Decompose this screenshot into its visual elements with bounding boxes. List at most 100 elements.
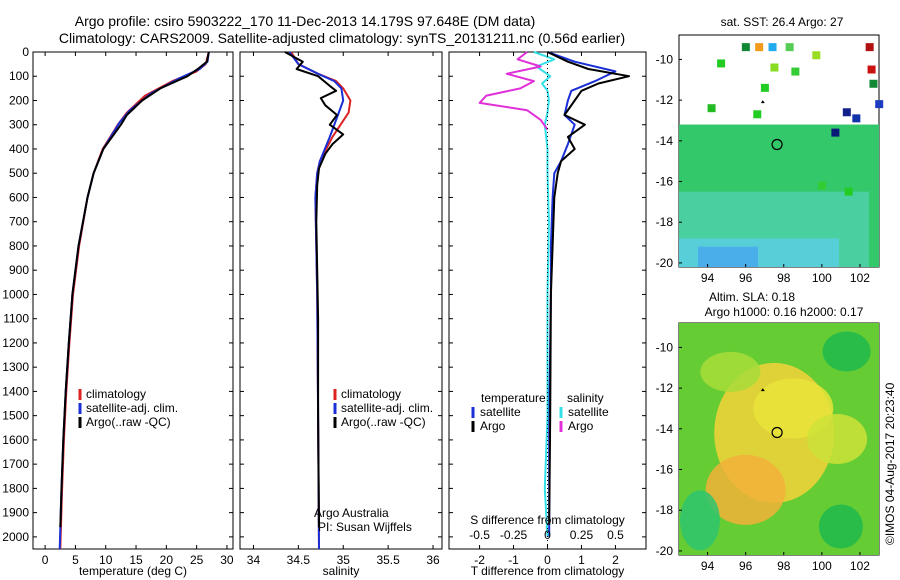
map-lat-label: -18 [656, 215, 674, 229]
x-tick-label: 2 [612, 553, 619, 567]
sst-pixel [818, 181, 827, 190]
sst-pixel [869, 79, 878, 88]
previous-position-marker [760, 100, 765, 104]
title-line-2: Climatology: CARS2009. Satellite-adjuste… [59, 30, 625, 46]
float-position-marker [771, 426, 783, 439]
y-tick-label: 1400 [2, 384, 29, 398]
legend-label: Argo [480, 419, 506, 433]
annotation-argo-australia: Argo Australia [314, 506, 389, 520]
sst-pixel [812, 51, 821, 60]
sst-pixel [865, 43, 874, 52]
sla-blob [700, 351, 761, 392]
map-lon-label: 102 [850, 559, 870, 573]
x-axis-label: salinity [323, 564, 360, 578]
sst-pixel [842, 108, 851, 117]
x2-tick-label: 0 [544, 528, 551, 542]
x2-tick-label: -0.5 [469, 528, 490, 542]
series-line-salinity-satellite [533, 51, 556, 537]
sst-pixel [760, 83, 769, 92]
x-tick-label: 10 [99, 553, 113, 567]
x-tick-label: 30 [220, 553, 234, 567]
map-lat-label: -12 [656, 381, 674, 395]
x-tick-label: 0 [42, 553, 49, 567]
previous-position-marker [760, 388, 765, 392]
legend-title-temperature: temperature [481, 391, 546, 405]
imos-credit: ©IMOS 04-Aug-2017 20:23:40 [883, 382, 897, 545]
y-tick-label: 400 [9, 142, 29, 156]
x-tick-label: -2 [474, 553, 485, 567]
sst-pixel [717, 59, 726, 68]
legend-title-salinity: salinity [567, 391, 604, 405]
map-lon-label: 100 [812, 271, 832, 285]
x-tick-label: 1 [578, 553, 585, 567]
map-lat-label: -14 [656, 422, 674, 436]
x2-tick-label: -0.25 [500, 528, 528, 542]
x-tick-label: 25 [190, 553, 204, 567]
sla-blob [753, 378, 834, 439]
sla-label-1: Altim. SLA: 0.18 [709, 290, 795, 304]
y-tick-label: 300 [9, 118, 29, 132]
map-lat-label: -10 [656, 52, 674, 66]
x-tick-label: 5 [72, 553, 79, 567]
y-tick-label: 600 [9, 190, 29, 204]
y-tick-label: 500 [9, 166, 29, 180]
sst-pixel [707, 104, 716, 113]
y-tick-label: 1500 [2, 409, 29, 423]
map-lon-label: 96 [739, 559, 753, 573]
series-line-argo-raw-qc- [59, 51, 210, 528]
map-lat-label: -16 [656, 175, 674, 189]
annotation-pi: PI: Susan Wijffels [318, 520, 412, 534]
map-lat-label: -12 [656, 93, 674, 107]
sst-field-blue [698, 246, 759, 267]
map-lon-label: 98 [777, 271, 791, 285]
y-tick-label: 700 [9, 215, 29, 229]
series-line-temperature-argo [547, 51, 630, 525]
sst-pixel [755, 43, 764, 52]
legend-label: Argo(..raw -QC) [341, 415, 426, 429]
x-tick-label: 0 [544, 553, 551, 567]
sst-pixel [852, 114, 861, 123]
profile-panel-1-frame [32, 51, 234, 550]
x2-axis-label: S difference from climatology [470, 513, 625, 527]
sla-blob [705, 454, 786, 525]
sst-pixel [768, 43, 777, 52]
x2-tick-label: 0.25 [570, 528, 594, 542]
sst-pixel [791, 67, 800, 76]
legend-label: satellite [480, 405, 521, 419]
y-tick-label: 1700 [2, 457, 29, 471]
map-lat-label: -14 [656, 134, 674, 148]
y-tick-label: 0 [22, 45, 29, 59]
map-lon-label: 98 [777, 559, 791, 573]
sst-pixel [844, 187, 853, 196]
y-tick-label: 800 [9, 239, 29, 253]
legend-label: satellite-adj. clim. [86, 401, 178, 415]
y-tick-label: 1300 [2, 360, 29, 374]
sst-pixel [785, 43, 794, 52]
map-lat-label: -10 [656, 340, 674, 354]
map-lat-label: -20 [656, 544, 674, 558]
legend-label: Argo(..raw -QC) [86, 415, 171, 429]
y-tick-label: 200 [9, 93, 29, 107]
x-tick-label: 20 [160, 553, 174, 567]
map-lat-label: -20 [656, 256, 674, 270]
sla-blob [807, 414, 868, 464]
sla-blob [818, 504, 863, 549]
x-tick-label: 34.5 [287, 553, 311, 567]
y-tick-label: 1600 [2, 433, 29, 447]
x-tick-label: 36 [426, 553, 440, 567]
y-tick-label: 1000 [2, 287, 29, 301]
map-lon-label: 94 [701, 559, 715, 573]
sla-label-2: Argo h1000: 0.16 h2000: 0.17 [705, 305, 864, 319]
legend-label: satellite [568, 405, 609, 419]
profile-panel-2-frame [239, 51, 443, 550]
sst-pixel [867, 65, 876, 74]
x2-tick-label: 0.5 [607, 528, 624, 542]
y-tick-label: 1800 [2, 481, 29, 495]
map-lat-label: -18 [656, 503, 674, 517]
series-line-salinity-argo [478, 51, 549, 131]
series-line-argo-raw-qc- [284, 51, 345, 528]
map-lon-label: 96 [739, 271, 753, 285]
sst-pixel [753, 110, 762, 119]
